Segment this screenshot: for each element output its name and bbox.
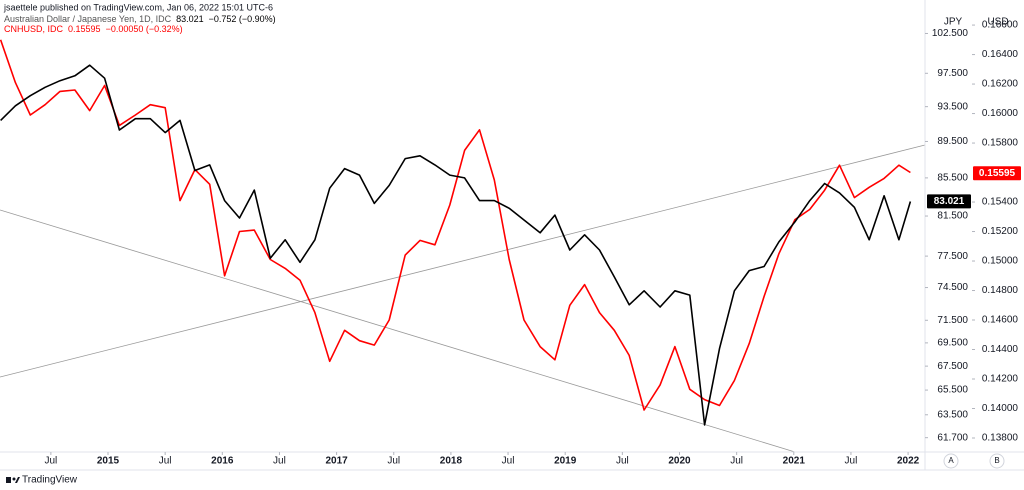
x-tick-label: Jul <box>616 456 629 467</box>
y-tick-label: 89.500 <box>937 136 968 147</box>
tv-logo <box>6 477 20 483</box>
y2-tick-label: 0.15800 <box>982 138 1019 149</box>
last-price-label: 83.021 <box>934 196 965 207</box>
x-tick-label: 2022 <box>897 456 920 467</box>
series-line <box>0 39 911 411</box>
x-tick-label: 2018 <box>440 456 463 467</box>
trend-line <box>0 209 796 453</box>
x-tick-label: 2020 <box>668 456 691 467</box>
x-tick-label: 2017 <box>325 456 348 467</box>
scale-button-label[interactable]: A <box>948 456 954 465</box>
publisher: jsaettele published on TradingView.com, … <box>3 2 273 12</box>
last-price-box <box>927 194 971 209</box>
scale-button[interactable] <box>943 453 959 469</box>
y-unit: JPY <box>944 17 963 28</box>
legend-entry: Australian Dollar / Japanese Yen, 1D, ID… <box>4 14 276 24</box>
y2-tick-label: 0.13800 <box>982 433 1019 444</box>
y-tick-label: 77.500 <box>937 251 968 262</box>
legend-name: Australian Dollar / Japanese Yen, 1D, ID… <box>4 14 172 24</box>
scale-button-label[interactable]: B <box>994 456 999 465</box>
y2-tick-label: 0.14800 <box>982 285 1019 296</box>
x-tick-label: 2015 <box>97 456 120 467</box>
y2-tick-label: 0.16200 <box>982 79 1019 90</box>
y2-tick-label: 0.15400 <box>982 197 1019 208</box>
x-tick-label: 2016 <box>211 456 234 467</box>
y-tick-label: 69.500 <box>937 338 968 349</box>
y-tick-label: 81.500 <box>937 211 968 222</box>
y-tick-label: 97.500 <box>937 68 968 79</box>
x-tick-label: 2019 <box>554 456 577 467</box>
y2-unit: USD <box>987 17 1008 28</box>
legend-last: 83.021 <box>176 14 204 24</box>
legend-entry: CNHUSD, IDC 0.15595 −0.00050 (−0.32%) <box>4 24 183 34</box>
footer: TradingView <box>22 475 78 486</box>
y-tick-label: 63.500 <box>937 409 968 420</box>
legend-name: CNHUSD, IDC <box>4 24 64 34</box>
series-line <box>0 64 912 426</box>
y2-tick-label: 0.16600 <box>982 20 1019 31</box>
y2-tick-label: 0.14200 <box>982 374 1019 385</box>
y2-tick-label: 0.15200 <box>982 226 1019 237</box>
last-price-box <box>973 166 1021 181</box>
y2-tick-label: 0.15000 <box>982 256 1019 267</box>
trend-line <box>0 144 926 378</box>
legend-last: 0.15595 <box>68 24 101 34</box>
x-tick-label: Jul <box>159 456 172 467</box>
y-tick-label: 74.500 <box>937 282 968 293</box>
x-tick-label: Jul <box>502 456 515 467</box>
legend-change: −0.00050 (−0.32%) <box>106 24 183 34</box>
x-tick-label: Jul <box>44 456 57 467</box>
y-tick-label: 85.500 <box>937 173 968 184</box>
y2-tick-label: 0.16400 <box>982 49 1019 60</box>
x-tick-label: Jul <box>845 456 858 467</box>
y2-tick-label: 0.14600 <box>982 315 1019 326</box>
y-tick-label: 61.700 <box>937 432 968 443</box>
y-tick-label: 67.500 <box>937 361 968 372</box>
y-tick-label: 93.500 <box>937 101 968 112</box>
x-tick-label: 2021 <box>783 456 806 467</box>
y2-tick-label: 0.16000 <box>982 108 1019 119</box>
legend-change: −0.752 (−0.90%) <box>209 14 276 24</box>
y-tick-label: 65.500 <box>937 385 968 396</box>
y2-tick-label: 0.14000 <box>982 403 1019 414</box>
y-tick-label: 102.500 <box>932 28 969 39</box>
last-price-label: 0.15595 <box>979 168 1016 179</box>
x-tick-label: Jul <box>273 456 286 467</box>
y-tick-label: 71.500 <box>937 315 968 326</box>
x-tick-label: Jul <box>730 456 743 467</box>
scale-button[interactable] <box>989 453 1005 469</box>
x-tick-label: Jul <box>387 456 400 467</box>
y2-tick-label: 0.14400 <box>982 344 1019 355</box>
